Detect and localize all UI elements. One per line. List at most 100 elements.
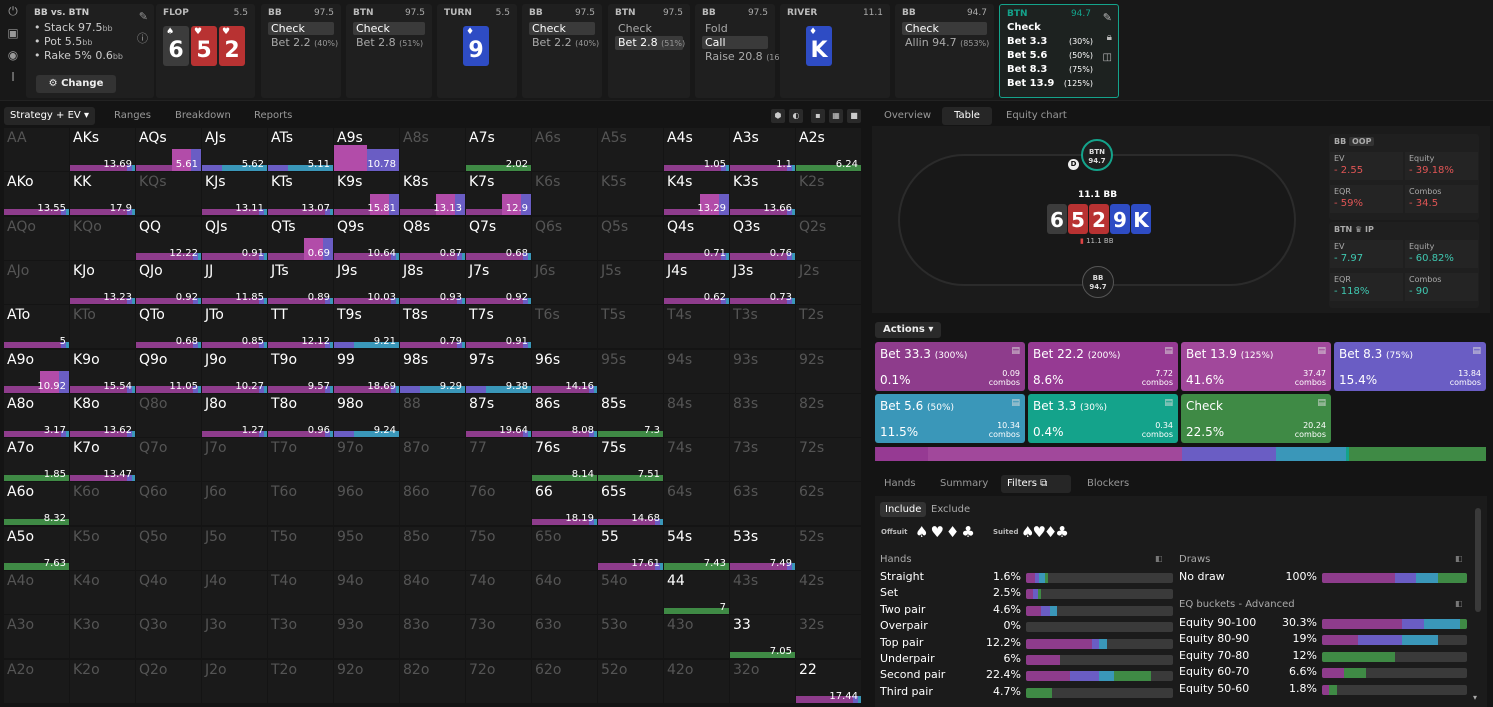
hand-cell[interactable]: J3o bbox=[202, 615, 267, 659]
chevron-down-icon[interactable]: ▾ bbox=[1473, 693, 1478, 702]
hand-cell[interactable]: 92o bbox=[334, 659, 399, 703]
hand-cell[interactable]: J9o 10.27 bbox=[202, 349, 267, 393]
hand-cell[interactable]: A9o 10.92 bbox=[4, 349, 69, 393]
hand-cell[interactable]: T5s bbox=[598, 305, 663, 349]
filter-row[interactable]: No draw 100% bbox=[1179, 570, 1467, 586]
change-button[interactable]: ⚙ Change bbox=[36, 75, 116, 93]
node-action-row[interactable]: Bet 13.9 (125%) bbox=[1007, 77, 1097, 91]
node-action-row[interactable]: Bet 8.3 (75%) bbox=[1007, 63, 1097, 77]
hand-cell[interactable]: J6o bbox=[202, 482, 267, 526]
hand-cell[interactable]: 64s bbox=[664, 482, 729, 526]
filter-row[interactable]: Set 2.5% bbox=[880, 586, 1173, 602]
hand-cell[interactable]: 73s bbox=[730, 438, 795, 482]
heart-icon[interactable]: ♥ bbox=[930, 523, 946, 541]
street-action[interactable]: Bet 2.2 (40%) bbox=[529, 36, 599, 50]
hand-cell[interactable]: 82o bbox=[400, 659, 465, 703]
hand-cell[interactable]: 72o bbox=[466, 659, 531, 703]
diamond-icon[interactable]: ♦ bbox=[945, 523, 962, 541]
tab-overview[interactable]: Overview bbox=[884, 110, 932, 121]
hand-cell[interactable]: 95s bbox=[598, 349, 663, 393]
hand-cell[interactable]: AKo 13.55 bbox=[4, 172, 69, 216]
hand-cell[interactable]: T4o bbox=[268, 571, 333, 614]
hand-cell[interactable]: 98s 9.29 bbox=[400, 349, 465, 393]
hand-cell[interactable]: KTo bbox=[70, 305, 135, 349]
hand-cell[interactable]: Q6s bbox=[532, 216, 597, 260]
hand-cell[interactable]: QTo 0.68 bbox=[136, 305, 201, 349]
hand-cell[interactable]: 98o 9.24 bbox=[334, 393, 399, 437]
hand-cell[interactable]: 85o bbox=[400, 526, 465, 570]
filter-row[interactable]: Straight 1.6% bbox=[880, 570, 1173, 586]
square-view-icon[interactable]: ■ bbox=[847, 109, 861, 123]
hand-cell[interactable]: Q2s bbox=[796, 216, 861, 260]
hand-cell[interactable]: QJs 0.91 bbox=[202, 216, 267, 260]
hand-cell[interactable]: T7o bbox=[268, 438, 333, 482]
edit-icon[interactable]: ✎ bbox=[138, 10, 148, 23]
hand-cell[interactable]: 53o bbox=[598, 615, 663, 659]
node-action-row[interactable]: Check bbox=[1007, 21, 1097, 35]
hand-cell[interactable]: J5o bbox=[202, 526, 267, 570]
hand-cell[interactable]: Q3s 0.76 bbox=[730, 216, 795, 260]
hand-cell[interactable]: 64o bbox=[532, 571, 597, 614]
hand-cell[interactable]: AJs 5.62 bbox=[202, 128, 267, 171]
hand-cell[interactable]: 54s 7.43 bbox=[664, 526, 729, 570]
spade-icon[interactable]: ♠ bbox=[1021, 523, 1035, 541]
hand-cell[interactable]: 73o bbox=[466, 615, 531, 659]
tab-strategy-ev[interactable]: Strategy + EV ▾ bbox=[4, 107, 95, 125]
hand-cell[interactable]: 84s bbox=[664, 393, 729, 437]
hand-cell[interactable]: Q8s 0.87 bbox=[400, 216, 465, 260]
filter-row[interactable]: Underpair 6% bbox=[880, 652, 1173, 668]
details-icon[interactable]: ▤ bbox=[1164, 346, 1173, 356]
hand-cell[interactable]: JTo 0.85 bbox=[202, 305, 267, 349]
hand-cell[interactable]: Q9o 11.05 bbox=[136, 349, 201, 393]
edit-icon[interactable]: ✎ bbox=[1102, 11, 1112, 24]
details-icon[interactable]: ▤ bbox=[1317, 398, 1326, 408]
hand-cell[interactable]: A6o 8.32 bbox=[4, 482, 69, 526]
hand-cell[interactable]: 52s bbox=[796, 526, 861, 570]
hand-cell[interactable]: 65o bbox=[532, 526, 597, 570]
hand-cell[interactable]: K6s bbox=[532, 172, 597, 216]
tab-table[interactable]: Table bbox=[942, 107, 992, 125]
hand-cell[interactable]: K8o 13.62 bbox=[70, 393, 135, 437]
hand-cell[interactable]: KJo 13.23 bbox=[70, 260, 135, 304]
hand-cell[interactable]: 96o bbox=[334, 482, 399, 526]
text-cursor-icon[interactable]: I bbox=[11, 70, 15, 84]
hand-cell[interactable]: 52o bbox=[598, 659, 663, 703]
hand-cell[interactable]: 32o bbox=[730, 659, 795, 703]
hand-cell[interactable]: A4o bbox=[4, 571, 69, 614]
hand-cell[interactable]: J2o bbox=[202, 659, 267, 703]
hand-cell[interactable]: T2o bbox=[268, 659, 333, 703]
hand-cell[interactable]: K7o 13.47 bbox=[70, 438, 135, 482]
hand-cell[interactable]: 76o bbox=[466, 482, 531, 526]
hand-cell[interactable]: 74s bbox=[664, 438, 729, 482]
action-box[interactable]: Bet 33.3 (300%) 0.1% 0.09 combos ▤ bbox=[875, 342, 1025, 391]
hand-cell[interactable]: A3s 1.1 bbox=[730, 128, 795, 171]
info-icon[interactable]: ⓘ bbox=[137, 32, 148, 45]
hand-cell[interactable]: 63s bbox=[730, 482, 795, 526]
hand-cell[interactable]: 75s 7.51 bbox=[598, 438, 663, 482]
heart-icon[interactable]: ♥ bbox=[1032, 523, 1046, 541]
small-grid-icon[interactable]: ▪ bbox=[811, 109, 825, 123]
street-action[interactable]: Check bbox=[268, 22, 334, 35]
hand-cell[interactable]: 84o bbox=[400, 571, 465, 614]
action-box[interactable]: Bet 3.3 (30%) 0.4% 0.34 combos ▤ bbox=[1028, 394, 1178, 443]
hand-cell[interactable]: Q2o bbox=[136, 659, 201, 703]
hand-cell[interactable]: Q3o bbox=[136, 615, 201, 659]
hand-cell[interactable]: AQo bbox=[4, 216, 69, 260]
hand-cell[interactable]: 96s 14.16 bbox=[532, 349, 597, 393]
node-action-row[interactable]: Bet 5.6 (50%) bbox=[1007, 49, 1097, 63]
node-action-row[interactable]: Bet 3.3 (30%) bbox=[1007, 35, 1097, 49]
hand-cell[interactable]: T4s bbox=[664, 305, 729, 349]
hand-cell[interactable]: KQo bbox=[70, 216, 135, 260]
actions-dropdown[interactable]: Actions ▾ bbox=[875, 322, 941, 338]
hand-cell[interactable]: 74o bbox=[466, 571, 531, 614]
street-action[interactable]: Check bbox=[353, 22, 425, 35]
btn-current-node[interactable]: BTN 94.7 ✎ 🔒︎ ◫ Check Bet 3.3 (30%) Bet 5.6 (… bbox=[999, 4, 1119, 98]
hand-cell[interactable]: 22 17.44 bbox=[796, 659, 861, 703]
hand-cell[interactable]: 65s 14.68 bbox=[598, 482, 663, 526]
lock-icon[interactable]: 🔒︎ bbox=[1106, 32, 1112, 43]
spade-icon[interactable]: ♠ bbox=[915, 523, 931, 541]
hand-cell[interactable]: 32s bbox=[796, 615, 861, 659]
gamepad-icon[interactable]: ◉ bbox=[7, 48, 19, 62]
tab-breakdown[interactable]: Breakdown bbox=[175, 110, 231, 121]
hand-cell[interactable]: Q5o bbox=[136, 526, 201, 570]
